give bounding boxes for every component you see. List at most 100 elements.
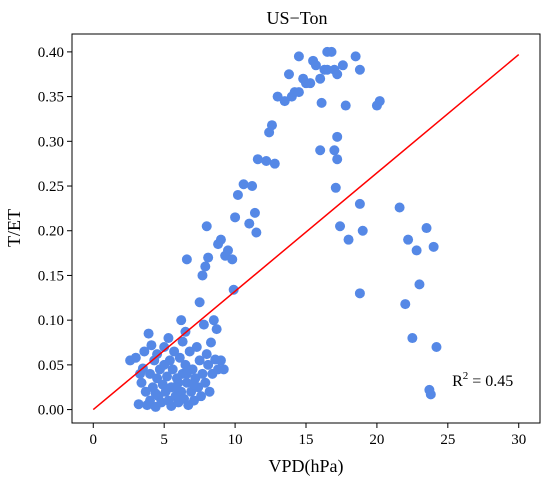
data-point <box>308 55 319 66</box>
annotation-r: R <box>452 373 463 390</box>
data-point <box>322 46 333 57</box>
x-axis-ticks: 0 5 10 15 20 25 30 <box>90 423 526 448</box>
data-point <box>181 368 192 379</box>
data-point <box>269 158 280 169</box>
data-point <box>315 145 326 156</box>
data-point <box>201 349 212 360</box>
y-tick-label: 0.20 <box>38 224 64 240</box>
data-point <box>201 221 212 232</box>
data-point <box>315 73 326 84</box>
y-tick-label: 0.10 <box>38 313 64 329</box>
data-point <box>152 349 163 360</box>
data-point <box>130 352 141 363</box>
data-point <box>203 252 214 263</box>
data-point <box>176 315 187 326</box>
data-point <box>283 69 294 80</box>
y-tick-label: 0.00 <box>38 403 64 419</box>
data-point <box>249 207 260 218</box>
y-axis-title: T/ET <box>4 209 24 247</box>
x-tick-label: 30 <box>511 432 526 448</box>
data-point <box>191 341 202 352</box>
data-point <box>425 389 436 400</box>
y-axis-ticks: 0.00 0.05 0.10 0.15 0.20 0.25 0.30 0.35 0.40 <box>38 45 72 419</box>
data-point <box>421 223 432 234</box>
data-point <box>135 368 146 379</box>
annotation-value: = 0.45 <box>468 373 513 390</box>
x-tick-label: 5 <box>160 432 168 448</box>
y-tick-label: 0.05 <box>38 358 64 374</box>
data-points <box>125 46 442 412</box>
data-point <box>238 179 249 190</box>
data-point <box>181 254 192 265</box>
data-point <box>159 341 170 352</box>
data-point <box>194 297 205 308</box>
data-point <box>203 359 214 370</box>
data-point <box>247 181 258 192</box>
data-point <box>215 355 226 366</box>
y-tick-label: 0.35 <box>38 90 64 106</box>
data-point <box>139 346 150 357</box>
y-tick-label: 0.40 <box>38 45 64 61</box>
data-point <box>316 97 327 108</box>
chart-title: US−Ton <box>267 8 328 28</box>
data-point <box>200 261 211 272</box>
data-point <box>230 212 241 223</box>
data-point <box>215 234 226 245</box>
data-point <box>403 234 414 245</box>
data-point <box>244 218 255 229</box>
data-point <box>205 337 216 348</box>
data-point <box>162 371 173 382</box>
data-point <box>354 198 365 209</box>
data-point <box>232 189 243 200</box>
y-tick-label: 0.25 <box>38 179 64 195</box>
data-point <box>143 328 154 339</box>
data-point <box>407 333 418 344</box>
data-point <box>337 60 348 71</box>
data-point <box>198 319 209 330</box>
data-point <box>374 96 385 107</box>
data-point <box>293 51 304 62</box>
data-point <box>350 51 361 62</box>
data-point <box>136 377 147 388</box>
data-point <box>330 182 341 193</box>
data-point <box>170 382 181 393</box>
data-point <box>400 299 411 310</box>
data-point <box>167 364 178 375</box>
x-tick-label: 25 <box>440 432 455 448</box>
data-point <box>252 154 263 165</box>
data-point <box>414 279 425 290</box>
data-point <box>164 355 175 366</box>
data-point <box>394 202 405 213</box>
data-point <box>204 386 215 397</box>
x-tick-label: 0 <box>90 432 98 448</box>
x-tick-label: 20 <box>369 432 384 448</box>
data-point <box>200 377 211 388</box>
data-point <box>428 241 439 252</box>
y-tick-label: 0.30 <box>38 134 64 150</box>
data-point <box>322 64 333 75</box>
data-point <box>329 145 340 156</box>
data-point <box>332 131 343 142</box>
data-point <box>188 379 199 390</box>
fit-line <box>92 53 520 411</box>
data-point <box>196 391 207 402</box>
x-axis-title: VPD(hPa) <box>269 456 344 477</box>
data-point <box>227 254 238 265</box>
data-point <box>266 120 277 131</box>
data-point <box>177 336 188 347</box>
data-point <box>332 69 343 80</box>
data-point <box>150 388 161 399</box>
data-point <box>197 270 208 281</box>
data-point <box>211 324 222 335</box>
data-point <box>335 221 346 232</box>
data-point <box>261 155 272 166</box>
data-point <box>431 341 442 352</box>
annotation-sup: 2 <box>463 370 469 382</box>
data-point <box>194 355 205 366</box>
data-point <box>354 288 365 299</box>
x-tick-label: 15 <box>299 432 314 448</box>
data-point <box>354 64 365 75</box>
data-point <box>293 87 304 98</box>
data-point <box>332 154 343 165</box>
